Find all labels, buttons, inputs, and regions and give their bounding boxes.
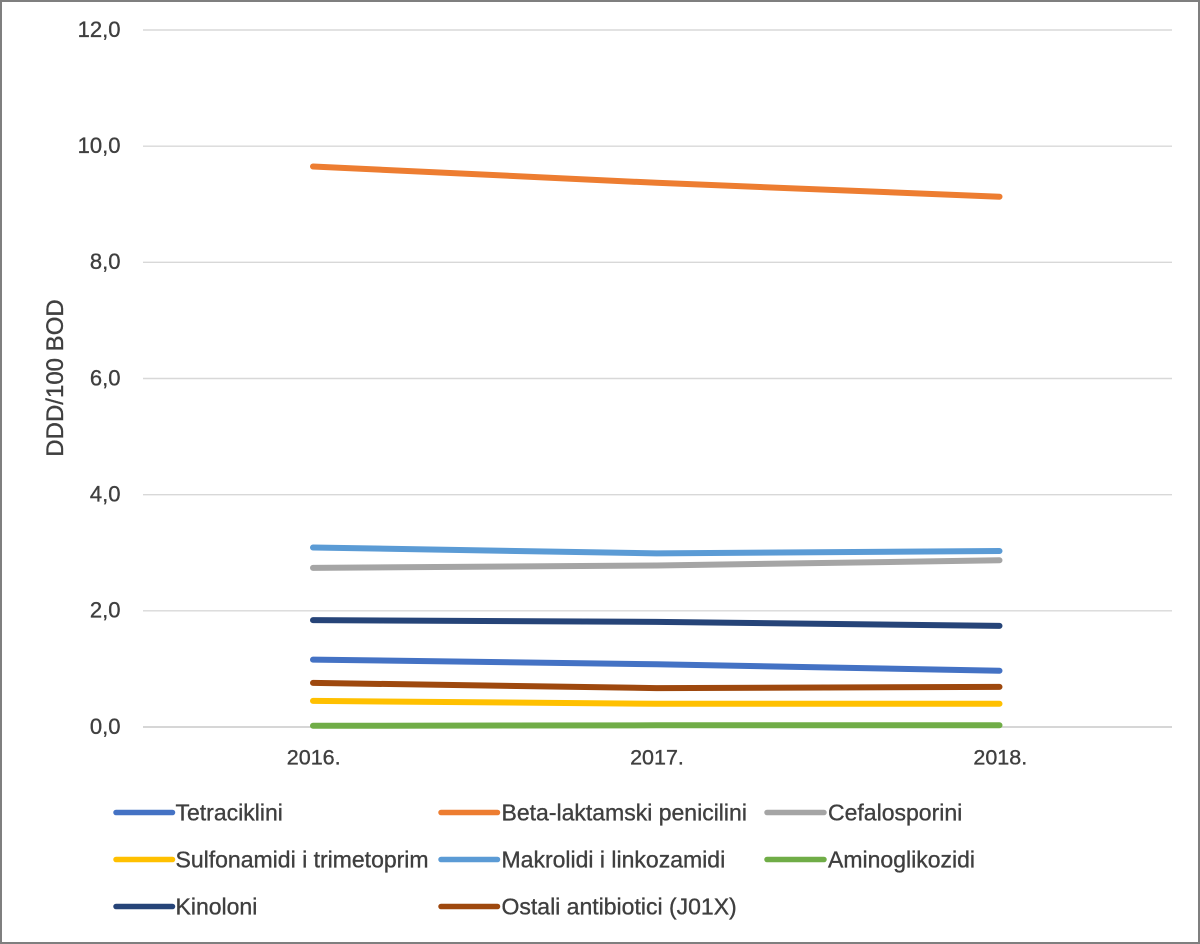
svg-text:2,0: 2,0 [90, 598, 121, 623]
svg-text:Cefalosporini: Cefalosporini [828, 799, 962, 825]
svg-text:12,0: 12,0 [78, 17, 121, 42]
svg-text:2018.: 2018. [973, 746, 1027, 770]
svg-text:Aminoglikozidi: Aminoglikozidi [828, 846, 975, 872]
svg-text:4,0: 4,0 [90, 482, 121, 507]
svg-text:Sulfonamidi i trimetoprim: Sulfonamidi i trimetoprim [176, 846, 429, 872]
svg-text:6,0: 6,0 [90, 365, 121, 390]
svg-text:8,0: 8,0 [90, 249, 121, 274]
svg-text:10,0: 10,0 [78, 133, 121, 158]
svg-text:2016.: 2016. [287, 746, 341, 770]
svg-text:Kinoloni: Kinoloni [176, 893, 258, 919]
svg-text:2017.: 2017. [630, 746, 684, 770]
svg-text:Ostali antibiotici (J01X): Ostali antibiotici (J01X) [502, 893, 737, 919]
svg-text:Tetraciklini: Tetraciklini [176, 799, 283, 825]
svg-text:DDD/100 BOD: DDD/100 BOD [42, 299, 69, 456]
svg-text:Beta-laktamski penicilini: Beta-laktamski penicilini [502, 799, 747, 825]
svg-text:Makrolidi i linkozamidi: Makrolidi i linkozamidi [502, 846, 726, 872]
svg-text:0,0: 0,0 [90, 714, 121, 739]
